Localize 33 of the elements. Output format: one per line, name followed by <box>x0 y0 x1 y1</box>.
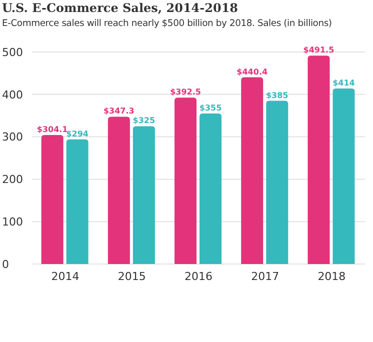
x-tick-label: 2018 <box>318 270 346 283</box>
data-label: $325 <box>132 116 156 126</box>
bar <box>200 113 222 264</box>
x-tick-label: 2015 <box>118 270 146 283</box>
y-tick-label: 500 <box>2 46 23 59</box>
y-tick-label: 200 <box>2 173 23 186</box>
y-tick-label: 0 <box>2 258 9 271</box>
x-tick-label: 2016 <box>184 270 212 283</box>
bar <box>66 139 88 264</box>
x-tick-label: 2014 <box>51 270 80 283</box>
y-tick-label: 100 <box>2 216 23 229</box>
y-tick-label: 400 <box>2 88 23 102</box>
data-label: $392.5 <box>170 88 202 97</box>
bar <box>132 126 155 264</box>
data-label: $347.3 <box>103 106 134 116</box>
bar <box>41 135 64 264</box>
data-label: $385 <box>266 90 289 100</box>
y-tick-label: 300 <box>2 130 23 144</box>
data-label: $440.4 <box>236 67 268 76</box>
bar <box>308 56 330 264</box>
bar <box>332 88 355 264</box>
data-label: $355 <box>199 103 222 112</box>
chart-title: U.S. E-Commerce Sales, 2014-2018 <box>2 1 238 15</box>
bar <box>266 100 288 264</box>
x-tick-label: 2017 <box>251 270 280 283</box>
chart-subtitle: E-Commerce sales will reach nearly $500 billion by 2018. Sales (in billions) <box>2 18 332 29</box>
data-label: $414 <box>332 78 356 88</box>
data-label: $304.1 <box>36 125 68 134</box>
bar <box>174 98 197 264</box>
bar <box>108 116 130 264</box>
bar <box>241 77 264 264</box>
data-label: $294 <box>66 129 89 138</box>
data-label: $491.5 <box>303 46 335 55</box>
